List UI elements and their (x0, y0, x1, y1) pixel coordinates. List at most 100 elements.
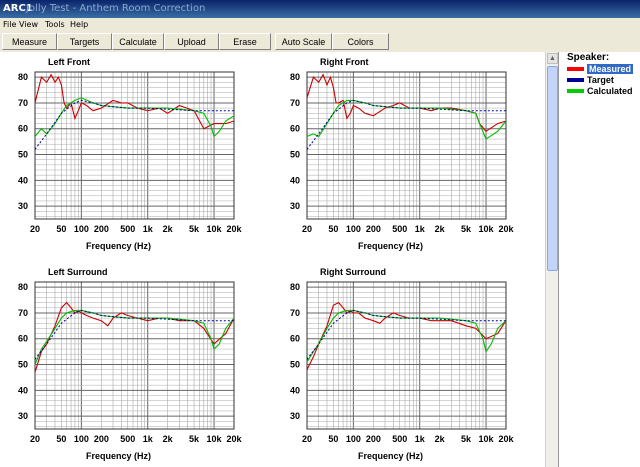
scroll-up-icon[interactable]: ▲ (547, 53, 558, 64)
y-tick-label: 30 (18, 201, 28, 211)
y-tick-label: 80 (290, 72, 300, 82)
scrollbar-thumb[interactable] (547, 66, 558, 271)
target-swatch (567, 78, 584, 82)
x-tick-label: 1k (143, 434, 154, 444)
x-tick-label: 100 (346, 434, 361, 444)
y-tick-label: 80 (18, 72, 28, 82)
window-title: ARC1 (3, 3, 33, 14)
x-tick-label: 50 (56, 434, 66, 444)
y-tick-label: 80 (18, 282, 28, 292)
plot-frame (306, 281, 507, 430)
x-tick-label: 2k (163, 224, 174, 234)
y-tick-label: 30 (18, 411, 28, 421)
y-tick-label: 70 (290, 308, 300, 318)
chart-title: Left Surround (48, 267, 108, 277)
y-tick-label: 70 (18, 98, 28, 108)
target-series-line (34, 99, 234, 150)
x-tick-label: 20k (226, 434, 242, 444)
y-tick-label: 60 (18, 124, 28, 134)
calculate-button[interactable]: Calculate (112, 33, 164, 50)
x-tick-label: 50 (328, 224, 338, 234)
y-tick-label: 50 (290, 360, 300, 370)
y-tick-label: 40 (290, 385, 300, 395)
measured-swatch (567, 67, 584, 71)
x-axis-label: Frequency (Hz) (358, 241, 423, 251)
y-tick-label: 50 (18, 150, 28, 160)
upload-button[interactable]: Upload (164, 33, 219, 50)
x-tick-label: 20 (30, 434, 40, 444)
title-bar: ARC1 Jolly Test - Anthem Room Correction (0, 0, 640, 18)
y-tick-label: 40 (290, 175, 300, 185)
x-tick-label: 200 (366, 224, 381, 234)
x-tick-label: 2k (435, 434, 446, 444)
chart-title: Right Front (320, 57, 369, 67)
chart-area: Left Front 80 70 60 50 40 30 20 50 100 200 500 1k 2k 5… (0, 52, 545, 467)
chart-right-front: Right Front 80 70 60 50 40 30 20 50 100 200 500 1k 2k… (272, 52, 545, 257)
legend-label-calculated: Calculated (587, 86, 633, 96)
x-tick-label: 500 (120, 224, 135, 234)
erase-button[interactable]: Erase (219, 33, 271, 50)
x-tick-label: 100 (74, 434, 89, 444)
x-tick-label: 1k (415, 224, 426, 234)
x-tick-label: 500 (392, 224, 407, 234)
x-tick-label: 50 (328, 434, 338, 444)
calculated-series-line (34, 309, 235, 365)
x-axis-label: Frequency (Hz) (86, 451, 151, 461)
toolbar: Measure Targets Calculate Upload Erase A… (0, 31, 640, 53)
y-tick-label: 70 (18, 308, 28, 318)
x-tick-label: 20k (498, 434, 514, 444)
legend-panel: Speaker: Measured Target Calculated (558, 52, 640, 467)
x-tick-label: 200 (366, 434, 381, 444)
frequency-response-plot: 80 70 60 50 40 30 20 50 100 200 500 1k 2k 5k 10k 20k Fre… (290, 71, 514, 251)
chart-title: Left Front (48, 57, 90, 67)
colors-button[interactable]: Colors (332, 33, 389, 50)
x-tick-label: 2k (163, 434, 174, 444)
chart-left-surround: Left Surround 80 70 60 50 40 30 20 50 100 200 500 1k… (0, 262, 272, 467)
x-axis-label: Frequency (Hz) (358, 451, 423, 461)
x-axis-label: Frequency (Hz) (86, 241, 151, 251)
chart-left-front: Left Front 80 70 60 50 40 30 20 50 100 200 500 1k 2k 5… (0, 52, 272, 257)
measure-button[interactable]: Measure (2, 33, 57, 50)
x-tick-label: 5k (189, 224, 200, 234)
y-tick-label: 60 (290, 124, 300, 134)
x-tick-label: 10k (207, 434, 223, 444)
x-tick-label: 10k (479, 224, 495, 234)
measured-series-line (306, 301, 507, 370)
auto-scale-button[interactable]: Auto Scale (275, 33, 332, 50)
y-tick-label: 40 (18, 385, 28, 395)
x-tick-label: 50 (56, 224, 66, 234)
menu-tools[interactable]: Tools (45, 20, 65, 29)
menu-file[interactable]: File (3, 20, 17, 29)
y-tick-label: 80 (290, 282, 300, 292)
x-tick-label: 5k (189, 434, 200, 444)
plot-frame (34, 281, 235, 430)
chart-right-surround: Right Surround 80 70 60 50 40 30 20 50 100 200 500 1… (272, 262, 545, 467)
y-tick-label: 30 (290, 201, 300, 211)
chart-title: Right Surround (320, 267, 386, 277)
frequency-response-plot: 80 70 60 50 40 30 20 50 100 200 500 1k 2k 5k 10k 20k Fre… (18, 71, 242, 251)
frequency-response-plot: 80 70 60 50 40 30 20 50 100 200 500 1k 2k 5k 10k 20k Fre… (290, 281, 514, 461)
target-series-line (34, 309, 234, 360)
x-tick-label: 20k (226, 224, 242, 234)
x-tick-label: 1k (143, 224, 154, 234)
x-tick-label: 2k (435, 224, 446, 234)
menu-help[interactable]: Help (70, 20, 89, 29)
x-tick-label: 20k (498, 224, 514, 234)
x-tick-label: 20 (30, 224, 40, 234)
vertical-scrollbar[interactable]: ▲ (545, 52, 559, 467)
calculated-swatch (567, 89, 584, 93)
plot-frame (306, 71, 507, 220)
legend-label-measured: Measured (587, 64, 634, 74)
x-tick-label: 1k (415, 434, 426, 444)
x-tick-label: 10k (207, 224, 223, 234)
plot-frame (34, 71, 235, 220)
x-tick-label: 20 (302, 434, 312, 444)
window-subtitle: Jolly Test - Anthem Room Correction (26, 3, 206, 14)
x-tick-label: 500 (120, 434, 135, 444)
calculated-series-line (306, 309, 507, 363)
menu-view[interactable]: View (19, 20, 38, 29)
target-series-line (306, 309, 506, 360)
targets-button[interactable]: Targets (57, 33, 112, 50)
legend-label-target: Target (587, 75, 614, 85)
x-tick-label: 20 (302, 224, 312, 234)
